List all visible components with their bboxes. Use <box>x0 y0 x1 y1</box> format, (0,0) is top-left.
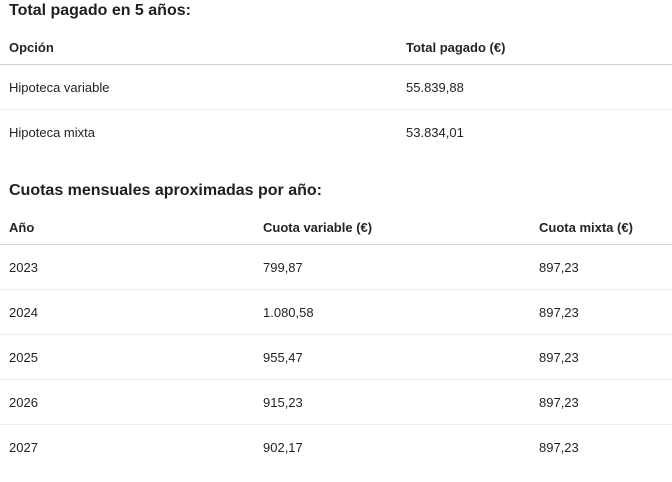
cell-mixed-payment: 897,23 <box>530 289 672 335</box>
total-paid-table: Opción Total pagado (€) Hipoteca variabl… <box>0 30 672 154</box>
cell-mixed-payment: 897,23 <box>530 379 672 425</box>
cell-total-paid: 55.839,88 <box>397 64 672 110</box>
cell-mixed-payment: 897,23 <box>530 334 672 380</box>
table-header-row: Año Cuota variable (€) Cuota mixta (€) <box>0 210 672 245</box>
column-header-year: Año <box>0 210 254 245</box>
cell-year: 2025 <box>0 334 254 380</box>
cell-variable-payment: 915,23 <box>254 379 530 425</box>
cell-option: Hipoteca mixta <box>9 124 95 140</box>
cell-year: 2024 <box>0 289 254 335</box>
column-header-mixed-payment: Cuota mixta (€) <box>530 210 672 245</box>
table-row: Hipoteca variable 55.839,88 <box>0 64 672 110</box>
table-row: 2026 915,23 897,23 <box>0 379 672 425</box>
cell-option: Hipoteca variable <box>0 64 397 110</box>
column-header-option: Opción <box>0 30 397 65</box>
table-row: Hipoteca mixta 53.834,01 <box>0 110 672 155</box>
cell-mixed-payment: 897,23 <box>539 439 579 455</box>
table-header-row: Opción Total pagado (€) <box>0 30 672 65</box>
cell-year: 2026 <box>0 379 254 425</box>
column-header-variable-payment: Cuota variable (€) <box>254 210 530 245</box>
cell-total-paid: 53.834,01 <box>406 124 464 140</box>
table-row: 2025 955,47 897,23 <box>0 334 672 380</box>
cell-variable-payment: 902,17 <box>263 439 303 455</box>
monthly-payments-heading: Cuotas mensuales aproximadas por año: <box>9 182 322 199</box>
cell-mixed-payment: 897,23 <box>530 244 672 290</box>
table-row: 2024 1.080,58 897,23 <box>0 289 672 335</box>
cell-variable-payment: 955,47 <box>254 334 530 380</box>
cell-year: 2023 <box>0 244 254 290</box>
cell-variable-payment: 799,87 <box>254 244 530 290</box>
total-paid-heading: Total pagado en 5 años: <box>9 2 191 19</box>
monthly-payments-table: Año Cuota variable (€) Cuota mixta (€) 2… <box>0 210 672 469</box>
cell-year: 2027 <box>9 439 38 455</box>
column-header-total-paid: Total pagado (€) <box>397 30 672 65</box>
table-row: 2027 902,17 897,23 <box>0 425 672 470</box>
table-row: 2023 799,87 897,23 <box>0 244 672 290</box>
cell-variable-payment: 1.080,58 <box>254 289 530 335</box>
